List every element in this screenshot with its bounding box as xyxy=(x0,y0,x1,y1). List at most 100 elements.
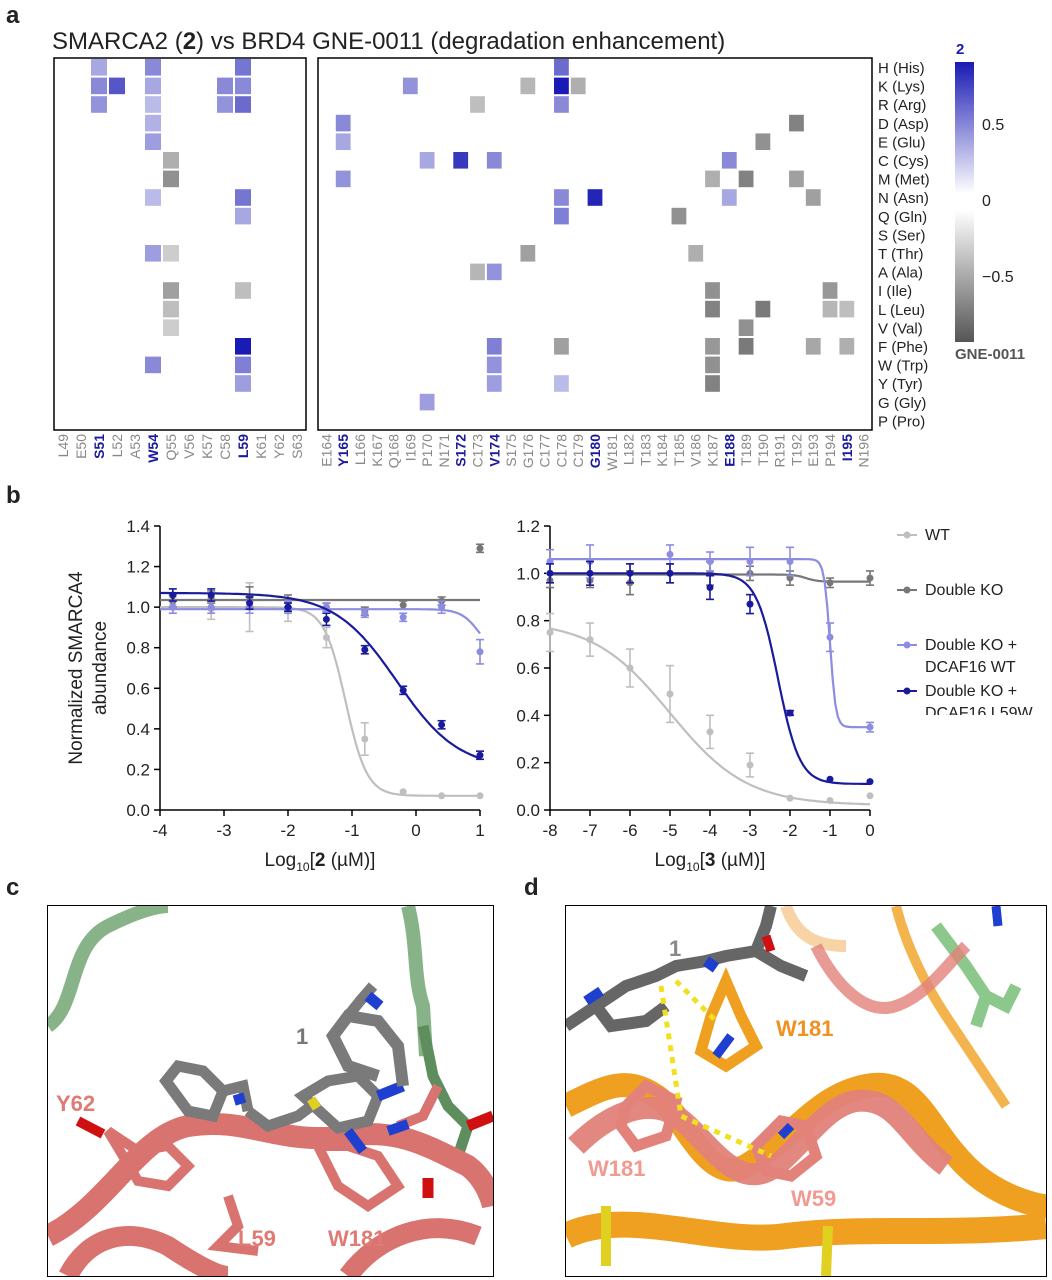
column-label: Q55 xyxy=(163,434,179,461)
x-tick-label: -5 xyxy=(662,821,677,840)
heatmap-cell xyxy=(805,338,821,355)
heatmap-cell xyxy=(705,375,720,392)
heatmap: H (His) K (Lys)R (Arg) D (Asp)E (Glu) C (Cy… xyxy=(53,41,1025,471)
heatmap-cell xyxy=(235,375,251,392)
heatmap-cell xyxy=(822,282,838,299)
column-label: L59 xyxy=(235,434,251,458)
x-tick-label: -3 xyxy=(216,821,231,840)
column-label: G180 xyxy=(587,434,603,468)
column-label: T190 xyxy=(755,434,771,466)
x-tick-label: 0 xyxy=(411,821,420,840)
heatmap-cell xyxy=(91,77,107,95)
data-point xyxy=(476,648,484,656)
column-label: W181 xyxy=(604,434,620,471)
data-point xyxy=(361,609,369,617)
heatmap-cell xyxy=(470,263,485,281)
structure-render-d: 1 W181 W181 W59 xyxy=(566,906,1046,1276)
y-tick-label: 1.0 xyxy=(126,598,150,617)
legend-label: Double KO xyxy=(925,582,1003,599)
heatmap-cell xyxy=(235,282,251,299)
y-tick-label: 0.4 xyxy=(126,720,150,739)
data-point xyxy=(746,761,754,769)
column-label: A53 xyxy=(127,434,143,459)
y-tick-label: 0.8 xyxy=(126,639,150,658)
heatmap-cell xyxy=(335,133,351,150)
heatmap-cell xyxy=(486,263,502,281)
data-point xyxy=(438,721,446,729)
heatmap-cell xyxy=(822,300,838,318)
data-point xyxy=(284,603,292,611)
panel-label-c: c xyxy=(6,874,20,901)
data-point xyxy=(746,558,754,565)
data-point xyxy=(626,569,634,577)
row-label: M (Met) xyxy=(878,172,930,189)
row-label: K (Lys) xyxy=(878,79,925,96)
x-tick-label: -8 xyxy=(542,821,557,840)
data-point xyxy=(866,778,874,786)
data-point xyxy=(826,579,834,587)
structure-render-c: 1 Y62 L59 W181 xyxy=(48,906,493,1276)
column-label: L52 xyxy=(109,434,125,458)
data-point xyxy=(169,603,177,611)
x-tick-label: -1 xyxy=(822,821,837,840)
data-point xyxy=(786,558,794,565)
structure-panel-c: 1 Y62 L59 W181 xyxy=(47,905,494,1277)
x-tick-label: -7 xyxy=(582,821,597,840)
heatmap-cell xyxy=(163,245,179,262)
data-point xyxy=(586,636,594,644)
data-point xyxy=(476,792,484,800)
y-tick-label: 1.4 xyxy=(126,517,150,536)
residue-label-w59: W59 xyxy=(791,1186,836,1211)
heatmap-cell xyxy=(145,245,161,262)
x-tick-label: -4 xyxy=(152,821,167,840)
x-tick-label: -1 xyxy=(344,821,359,840)
row-label: Q (Gln) xyxy=(878,209,927,226)
column-label: K167 xyxy=(369,434,385,467)
column-label: L49 xyxy=(55,434,71,458)
column-label: K61 xyxy=(253,434,269,459)
column-label: S51 xyxy=(91,434,107,459)
heatmap-cell xyxy=(688,245,704,262)
column-label: C173 xyxy=(469,434,485,468)
heatmap-cell xyxy=(217,77,233,95)
colorbar xyxy=(955,62,974,342)
column-label: V186 xyxy=(688,434,704,467)
column-label: K184 xyxy=(654,434,670,467)
row-label: N (Asn) xyxy=(878,190,929,207)
row-label: C (Cys) xyxy=(878,153,929,170)
row-label: G (Gly) xyxy=(878,395,926,412)
heatmap-cell xyxy=(839,338,855,355)
heatmap-cell xyxy=(145,96,161,113)
data-point xyxy=(399,601,407,609)
colorbar-bottom-label: GNE-0011 xyxy=(955,346,1025,363)
y-tick-label: 1.2 xyxy=(516,517,540,536)
data-point xyxy=(169,591,177,599)
heatmap-left-block-border xyxy=(53,57,307,431)
heatmap-cell xyxy=(520,77,536,95)
data-point xyxy=(399,613,407,621)
column-label: C177 xyxy=(537,434,553,468)
heatmap-cell xyxy=(453,152,469,169)
row-label: D (Asp) xyxy=(878,116,929,133)
x-axis-label: Log10[2 (µM)] xyxy=(265,850,376,874)
heatmap-cell xyxy=(163,282,179,299)
heatmap-cell xyxy=(570,77,586,95)
heatmap-cell xyxy=(705,282,720,299)
data-point xyxy=(476,751,484,759)
x-tick-label: -3 xyxy=(742,821,757,840)
heatmap-cell xyxy=(419,393,435,411)
data-point xyxy=(207,591,215,599)
x-tick-label: 0 xyxy=(865,821,874,840)
legend-swatch-marker xyxy=(903,586,911,594)
heatmap-cell xyxy=(91,59,107,76)
heatmap-cell xyxy=(671,207,687,225)
heatmap-cell xyxy=(145,133,161,150)
residue-label-y62: Y62 xyxy=(56,1091,95,1116)
heatmap-cell xyxy=(163,170,179,188)
row-label: F (Phe) xyxy=(878,339,928,356)
data-point xyxy=(207,603,215,611)
data-point xyxy=(666,690,674,698)
data-point xyxy=(826,633,834,641)
column-label: N171 xyxy=(436,434,452,468)
y-tick-label: 0.2 xyxy=(126,760,150,779)
